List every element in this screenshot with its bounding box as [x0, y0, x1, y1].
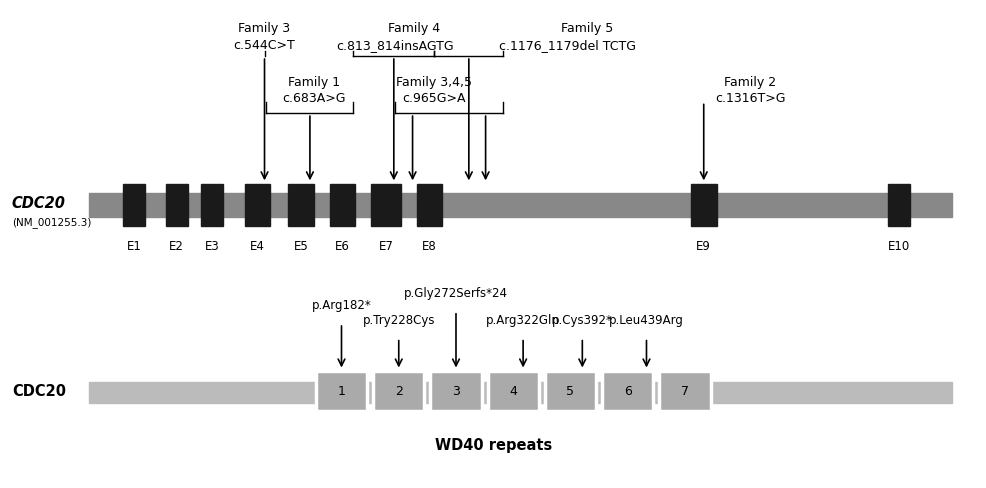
Text: p.Try228Cys: p.Try228Cys — [362, 314, 435, 327]
Bar — [166, 184, 187, 225]
Text: c.683A>G: c.683A>G — [282, 92, 345, 105]
Text: E10: E10 — [887, 240, 909, 253]
Text: E7: E7 — [378, 240, 393, 253]
Text: E8: E8 — [422, 240, 436, 253]
Text: c.1316T>G: c.1316T>G — [714, 92, 785, 105]
Bar — [373, 371, 424, 411]
Text: 2: 2 — [394, 385, 402, 398]
Bar — [487, 371, 538, 411]
Bar — [89, 193, 951, 217]
Bar — [430, 371, 481, 411]
Text: E4: E4 — [249, 240, 265, 253]
Text: 1: 1 — [337, 385, 345, 398]
Text: CDC20: CDC20 — [12, 385, 66, 399]
Bar — [288, 184, 314, 225]
Text: p.Arg322Gln: p.Arg322Gln — [486, 314, 559, 327]
Text: Family 5: Family 5 — [561, 22, 612, 35]
Text: (NM_001255.3): (NM_001255.3) — [12, 218, 91, 228]
Bar — [329, 184, 355, 225]
Text: E6: E6 — [334, 240, 350, 253]
Bar — [544, 371, 596, 411]
Text: 4: 4 — [509, 385, 517, 398]
Text: Family 1: Family 1 — [288, 76, 339, 89]
Text: E5: E5 — [294, 240, 308, 253]
Text: p.Gly272Serfs*24: p.Gly272Serfs*24 — [403, 287, 508, 300]
Text: Family 3: Family 3 — [239, 22, 290, 35]
Bar — [123, 184, 145, 225]
Text: 3: 3 — [452, 385, 459, 398]
Text: E1: E1 — [126, 240, 142, 253]
Text: c.544C>T: c.544C>T — [234, 39, 295, 52]
Text: Family 2: Family 2 — [724, 76, 775, 89]
Bar — [690, 184, 716, 225]
Bar — [887, 184, 909, 225]
Text: E3: E3 — [205, 240, 219, 253]
Text: CDC20: CDC20 — [12, 197, 66, 211]
Bar — [201, 184, 223, 225]
Text: WD40 repeats: WD40 repeats — [435, 438, 551, 452]
Text: c.1176_1179del TCTG: c.1176_1179del TCTG — [499, 39, 635, 52]
Bar — [245, 184, 270, 225]
Text: E9: E9 — [695, 240, 711, 253]
Text: 5: 5 — [566, 385, 574, 398]
Bar — [316, 371, 367, 411]
Text: p.Leu439Arg: p.Leu439Arg — [608, 314, 683, 327]
Bar — [371, 184, 400, 225]
Text: p.Cys392*: p.Cys392* — [551, 314, 612, 327]
Bar — [416, 184, 442, 225]
Text: Family 3,4,5: Family 3,4,5 — [395, 76, 472, 89]
Text: c.965G>A: c.965G>A — [402, 92, 465, 105]
Text: c.813_814insAGTG: c.813_814insAGTG — [335, 39, 454, 52]
Text: Family 4: Family 4 — [388, 22, 440, 35]
Text: 7: 7 — [680, 385, 688, 398]
Text: 6: 6 — [623, 385, 631, 398]
Text: p.Arg182*: p.Arg182* — [312, 299, 371, 312]
Bar — [659, 371, 710, 411]
Bar — [89, 382, 951, 403]
Bar — [601, 371, 653, 411]
Text: E2: E2 — [169, 240, 184, 253]
